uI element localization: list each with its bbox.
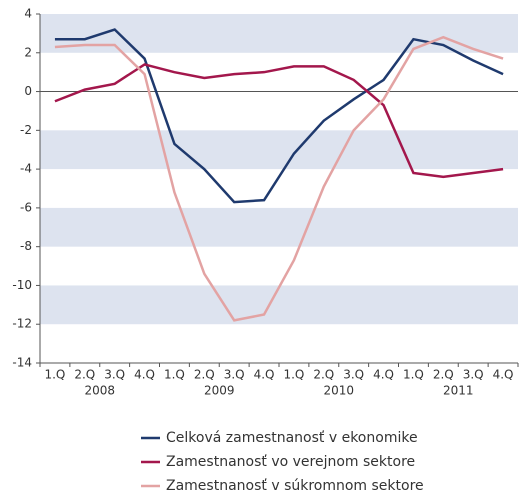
- x-tick-label: 1.Q: [403, 368, 424, 382]
- x-tick-label: 2.Q: [433, 368, 454, 382]
- legend-label: Zamestnanosť v súkromnom sektore: [166, 478, 424, 494]
- x-tick-label: 4.Q: [254, 368, 275, 382]
- series-line: [54, 63, 504, 179]
- x-tick-label: 1.Q: [164, 368, 185, 382]
- band: [40, 207, 518, 247]
- x-tick-label: 3.Q: [224, 368, 245, 382]
- x-tick-label: 2.Q: [313, 368, 334, 382]
- x-group-label: 2011: [443, 384, 474, 398]
- y-tick-label: -2: [20, 123, 32, 137]
- x-tick-label: 1.Q: [283, 368, 304, 382]
- x-tick-label: 4.Q: [134, 368, 155, 382]
- series-line: [54, 35, 504, 322]
- x-tick-label: 2.Q: [194, 368, 215, 382]
- y-tick-label: -10: [12, 278, 32, 292]
- y-tick-label: 2: [24, 45, 32, 59]
- x-tick-label: 4.Q: [373, 368, 394, 382]
- x-group-label: 2010: [323, 384, 354, 398]
- y-tick-label: -8: [20, 239, 32, 253]
- y-tick-label: -14: [12, 356, 32, 370]
- legend-label: Celková zamestnanosť v ekonomike: [166, 430, 418, 446]
- x-tick-label: 4.Q: [493, 368, 514, 382]
- x-tick-label: 3.Q: [343, 368, 364, 382]
- x-tick-label: 3.Q: [463, 368, 484, 382]
- legend-label: Zamestnanosť vo verejnom sektore: [166, 454, 415, 470]
- band: [40, 130, 518, 170]
- x-tick-label: 1.Q: [44, 368, 65, 382]
- x-tick-label: 2.Q: [74, 368, 95, 382]
- y-tick-label: -4: [20, 162, 32, 176]
- x-group-label: 2008: [84, 384, 115, 398]
- y-tick-label: 4: [24, 7, 32, 21]
- y-tick-label: -12: [12, 317, 32, 331]
- x-group-label: 2009: [204, 384, 235, 398]
- y-tick-label: 0: [24, 84, 32, 98]
- x-tick-label: 3.Q: [104, 368, 125, 382]
- band: [40, 285, 518, 325]
- y-tick-label: -6: [20, 200, 32, 214]
